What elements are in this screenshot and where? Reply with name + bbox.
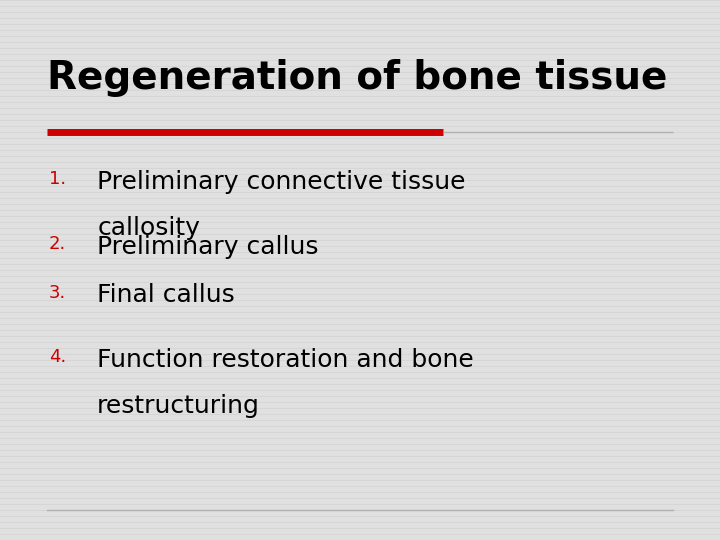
Text: restructuring: restructuring [97, 394, 260, 418]
Text: Final callus: Final callus [97, 284, 235, 307]
Text: callosity: callosity [97, 216, 200, 240]
Text: Regeneration of bone tissue: Regeneration of bone tissue [47, 59, 667, 97]
Text: Function restoration and bone: Function restoration and bone [97, 348, 474, 372]
Text: 4.: 4. [49, 348, 66, 366]
Text: 2.: 2. [49, 235, 66, 253]
Text: 1.: 1. [49, 170, 66, 188]
Text: Preliminary connective tissue: Preliminary connective tissue [97, 170, 466, 194]
Text: 3.: 3. [49, 284, 66, 301]
Text: Preliminary callus: Preliminary callus [97, 235, 319, 259]
